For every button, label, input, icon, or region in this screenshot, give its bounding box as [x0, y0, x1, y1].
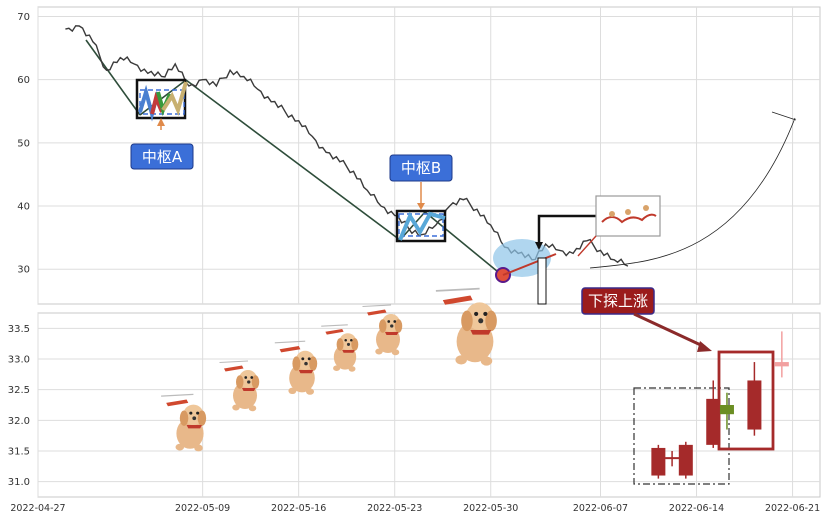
top-y-ticks: 30 40 50 60 70: [17, 12, 30, 276]
y-tick-label: 31.5: [8, 447, 30, 458]
flying-puppy-icon: [321, 324, 359, 372]
x-tick-label: 2022-06-07: [573, 503, 628, 514]
flying-puppy-icons: [161, 287, 497, 452]
dip-rise-label-text: 下探上涨: [588, 292, 648, 310]
candle: [706, 380, 721, 448]
pivot-label-a-text: 中枢A: [142, 148, 183, 166]
x-tick-label: 2022-05-09: [175, 503, 230, 514]
bottom-y-ticks: 31.0 31.5 32.0 32.5 33.0 33.5: [8, 324, 30, 488]
candle-body: [719, 405, 734, 415]
trend-line-up-1: [139, 79, 187, 116]
bottom-grid: [37, 313, 820, 497]
y-tick-label: 30: [17, 265, 30, 276]
y-tick-label: 60: [17, 75, 30, 86]
candle-body: [774, 362, 789, 367]
candle: [719, 392, 734, 430]
pivot-label-b-text: 中枢B: [401, 159, 441, 177]
x-ticks: 2022-04-27 2022-05-09 2022-05-16 2022-05-23…: [10, 503, 820, 514]
bottom-highlight: [493, 111, 797, 305]
pivot-label-a: 中枢A: [130, 143, 194, 170]
candle-body: [747, 380, 762, 430]
candle-body: [651, 447, 666, 476]
x-tick-label: 2022-04-27: [10, 503, 65, 514]
candle: [747, 362, 762, 436]
flying-puppy-icon: [161, 393, 207, 452]
top-grid: [37, 7, 820, 304]
x-tick-label: 2022-05-23: [367, 503, 422, 514]
y-tick-label: 50: [17, 138, 30, 149]
candle: [678, 441, 693, 479]
y-tick-label: 31.0: [8, 477, 30, 488]
candle-range-box: [633, 387, 730, 485]
candle-body: [706, 398, 721, 445]
x-tick-label: 2022-06-21: [765, 503, 820, 514]
flying-puppy-icon: [435, 287, 497, 366]
pivot-label-b: 中枢B: [389, 154, 453, 182]
x-tick-label: 2022-05-16: [271, 503, 326, 514]
candle: [651, 444, 666, 479]
bottom-panel-frame: [37, 312, 821, 498]
pivot-zone-a: [135, 78, 188, 130]
x-tick-label: 2022-06-14: [669, 503, 724, 514]
pivot-zone-b: [395, 182, 447, 243]
candle: [774, 331, 789, 378]
candle-body: [678, 444, 693, 476]
y-tick-label: 40: [17, 202, 30, 213]
dip-rise-label: 下探上涨: [581, 287, 712, 352]
candlesticks: [651, 331, 789, 479]
trend-line-down-1: [85, 39, 141, 116]
candle: [665, 451, 680, 467]
x-tick-label: 2022-05-30: [463, 503, 518, 514]
candle-body: [665, 457, 680, 460]
y-tick-label: 33.0: [8, 355, 30, 366]
y-tick-label: 70: [17, 12, 30, 23]
y-tick-label: 32.0: [8, 416, 30, 427]
trend-line-down-2: [185, 79, 401, 241]
flying-puppy-icon: [274, 340, 318, 395]
y-tick-label: 33.5: [8, 324, 30, 335]
y-tick-label: 32.5: [8, 385, 30, 396]
sleigh-strip-icon: [577, 195, 661, 257]
flying-puppy-icon: [362, 304, 403, 356]
flying-puppy-icon: [219, 360, 260, 412]
